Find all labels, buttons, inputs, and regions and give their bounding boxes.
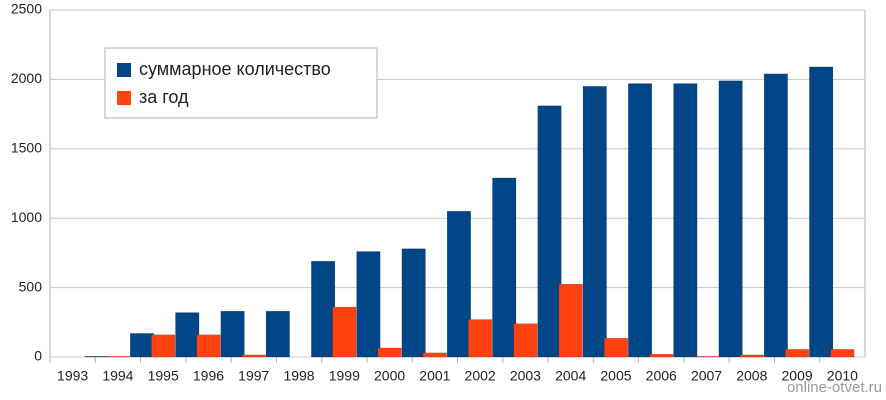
x-tick-label: 2006 (646, 368, 677, 384)
bar (401, 248, 426, 358)
bar (151, 334, 176, 358)
bar (739, 354, 764, 358)
bar (649, 353, 674, 358)
bar (84, 356, 109, 358)
bar (196, 334, 221, 358)
y-tick-label: 1000 (11, 209, 42, 225)
bar (718, 80, 743, 358)
x-tick-label: 2003 (510, 368, 541, 384)
bar (265, 310, 290, 358)
bar (603, 338, 628, 358)
y-tick-label: 500 (19, 278, 43, 294)
x-tick-label: 2005 (600, 368, 631, 384)
x-tick-label: 2002 (465, 368, 496, 384)
bar (446, 211, 471, 358)
bar (582, 86, 607, 358)
x-tick-label: 1996 (193, 368, 224, 384)
legend-box (104, 47, 378, 119)
bar (673, 83, 698, 358)
bar (422, 352, 447, 358)
bar (492, 177, 517, 358)
legend-label: за год (139, 87, 189, 107)
bar (175, 312, 200, 358)
bar (129, 333, 155, 358)
y-tick-label: 0 (34, 348, 42, 364)
bar (763, 73, 788, 358)
bar (694, 356, 719, 358)
bar (220, 310, 245, 358)
x-tick-label: 1993 (57, 368, 88, 384)
bar (311, 260, 336, 358)
bar (241, 354, 266, 358)
bar (377, 347, 402, 358)
legend-label: суммарное количество (139, 59, 331, 79)
bar (830, 349, 855, 358)
bar (105, 356, 130, 358)
x-tick-label: 2010 (827, 368, 858, 384)
x-tick-label: 1997 (238, 368, 269, 384)
x-tick-label: 2009 (782, 368, 813, 384)
bar (628, 83, 653, 358)
legend-swatch (117, 63, 131, 77)
x-tick-label: 2007 (691, 368, 722, 384)
x-tick-label: 2001 (419, 368, 450, 384)
x-tick-label: 1994 (102, 368, 133, 384)
x-tick-label: 1999 (329, 368, 360, 384)
bar (468, 319, 493, 358)
watermark: online-otvet.ru (787, 379, 882, 396)
bar (809, 66, 834, 358)
bar (558, 283, 583, 358)
y-tick-label: 1500 (11, 140, 42, 156)
x-tick-label: 1998 (283, 368, 314, 384)
legend-swatch (117, 91, 131, 105)
x-tick-label: 2000 (374, 368, 405, 384)
y-tick-label: 2000 (11, 70, 42, 86)
bar (537, 105, 562, 358)
y-tick-label: 2500 (11, 1, 42, 17)
x-tick-label: 2004 (555, 368, 586, 384)
x-tick-label: 1995 (148, 368, 179, 384)
bar (785, 349, 810, 358)
bar (513, 323, 538, 358)
bar (356, 251, 381, 358)
bar (332, 306, 357, 358)
x-tick-label: 2008 (736, 368, 767, 384)
